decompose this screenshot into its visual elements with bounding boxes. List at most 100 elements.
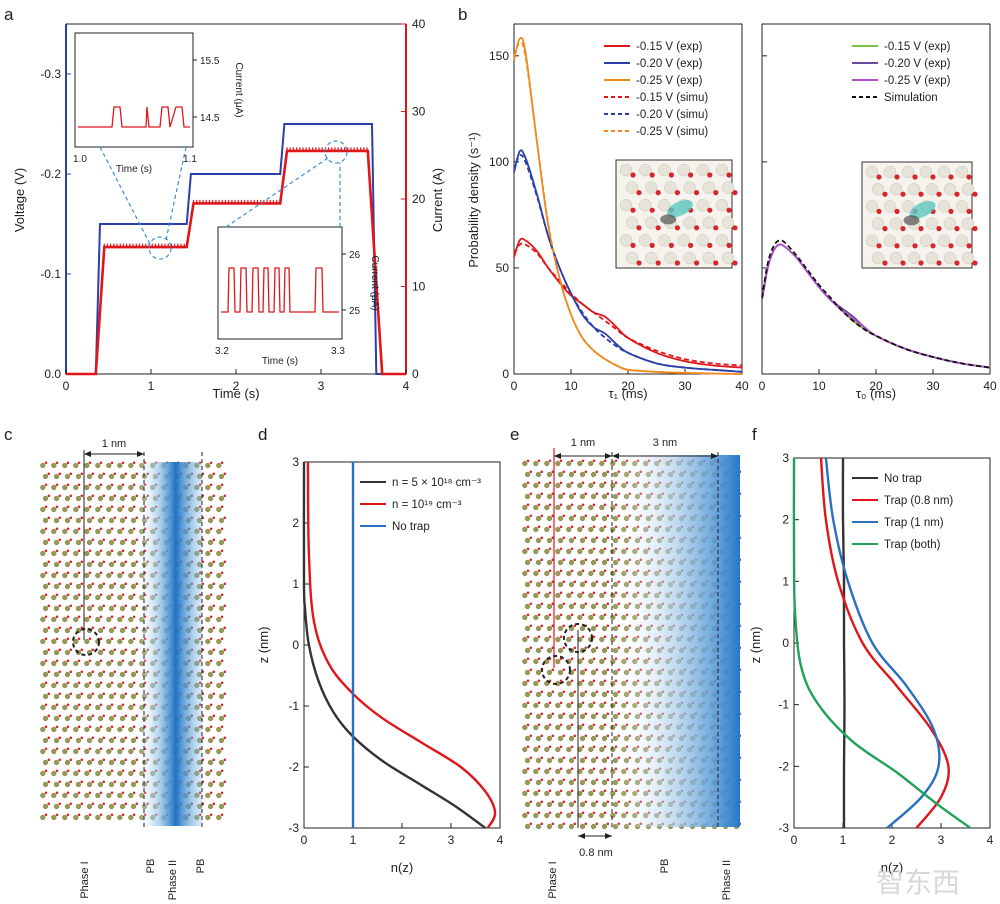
panel-e-metal-atom <box>535 603 542 610</box>
panel-e-oxygen-atom <box>551 734 555 738</box>
panel-c-metal-atom <box>86 671 93 678</box>
panel-c-metal-atom <box>108 605 115 612</box>
panel-e-metal-atom <box>533 614 539 621</box>
panel-c-metal-atom <box>75 517 82 524</box>
panel-e-oxygen-atom <box>584 514 588 518</box>
panel-c-oxygen-atom <box>121 571 125 575</box>
panel-e-oxygen-atom <box>581 547 585 551</box>
panel-c-oxygen-atom <box>77 769 81 773</box>
panel-a-left-ytick-1: -0.1 <box>40 267 61 281</box>
panel-c-oxygen-atom <box>212 604 216 608</box>
panel-c-oxygen-atom <box>99 615 103 619</box>
panel-e-metal-atom <box>533 724 539 731</box>
panel-e-metal-atom <box>535 691 542 698</box>
panel-b-inset-2-oxygen-atom <box>900 191 906 197</box>
panel-e-metal-atom <box>535 559 542 566</box>
panel-c-metal-atom <box>97 693 104 700</box>
panel-b-inset-1-oxygen-atom <box>649 207 655 213</box>
panel-c-oxygen-atom <box>77 637 81 641</box>
panel-e-oxygen-atom <box>606 624 610 628</box>
panel-c-metal-atom <box>207 583 214 590</box>
panel-c-oxygen-atom <box>223 494 227 498</box>
panel-b-inset-1-lattice-atom <box>677 234 690 247</box>
panel-c-oxygen-atom <box>69 494 73 498</box>
panel-c-oxygen-atom <box>44 637 48 641</box>
panel-b-inset-2-lattice-atom <box>955 234 969 248</box>
panel-e-oxygen-atom <box>603 701 607 705</box>
panel-e-metal-atom <box>546 515 553 522</box>
panel-c-metal-atom <box>53 671 60 678</box>
panel-c-metal-atom <box>64 561 71 568</box>
panel-c-oxygen-atom <box>47 516 51 520</box>
panel-c-metal-atom <box>53 561 60 568</box>
panel-c-oxygen-atom <box>47 802 51 806</box>
panel-c-metal-atom <box>128 660 134 667</box>
panel-c-metal-atom <box>73 528 79 535</box>
panel-c-metal-atom <box>51 462 57 469</box>
panel-c-oxygen-atom <box>124 472 128 476</box>
pd-ytick-3: 0 <box>292 638 299 652</box>
panel-e-oxygen-atom <box>529 536 533 540</box>
panel-b-inset-2-oxygen-atom <box>948 208 954 214</box>
panel-c-oxygen-atom <box>223 802 227 806</box>
panel-e-oxygen-atom <box>592 701 596 705</box>
panel-c-oxygen-atom <box>80 670 84 674</box>
panel-c-oxygen-atom <box>99 483 103 487</box>
panel-e-oxygen-atom <box>584 800 588 804</box>
panel-e-oxygen-atom <box>540 646 544 650</box>
panel-e-oxygen-atom <box>537 745 541 749</box>
panel-e-oxygen-atom <box>603 547 607 551</box>
panel-e-oxygen-atom <box>595 668 599 672</box>
panel-c-metal-atom <box>42 517 49 524</box>
inset1-ylabel: Current (μA) <box>233 62 244 117</box>
panel-c-oxygen-atom <box>77 659 81 663</box>
panel-b-inset-1-oxygen-atom <box>674 260 681 266</box>
panel-e-oxygen-atom <box>573 646 577 650</box>
panel-b-inset-2-oxygen-atom <box>918 260 924 266</box>
panel-c-metal-atom <box>108 627 115 634</box>
panel-c-metal-atom <box>128 528 134 535</box>
panel-c-metal-atom <box>218 781 225 788</box>
panel-e-oxygen-atom <box>562 624 566 628</box>
panel-b-0-legend-label-3: -0.15 V (simu) <box>636 92 708 104</box>
panel-e-metal-atom <box>590 493 597 500</box>
panel-c-metal-atom <box>130 737 137 744</box>
panel-e-oxygen-atom <box>570 723 574 727</box>
panel-c-oxygen-atom <box>223 780 227 784</box>
panel-e-metal-atom <box>544 570 550 577</box>
panel-e-oxygen-atom <box>548 547 552 551</box>
panel-c-oxygen-atom <box>99 637 103 641</box>
panel-e-metal-atom <box>566 504 572 511</box>
panel-c-metal-atom <box>117 550 123 557</box>
panel-c-metal-atom <box>62 572 68 579</box>
panel-c-metal-atom <box>97 759 104 766</box>
panel-c-oxygen-atom <box>102 692 106 696</box>
panel-c-metal-atom <box>119 649 126 656</box>
pf-series-3 <box>792 457 972 829</box>
panel-c-metal-atom <box>119 759 126 766</box>
panel-e-metal-atom <box>577 658 583 665</box>
panel-e-metal-atom <box>577 570 583 577</box>
panel-c-metal-atom <box>207 605 214 612</box>
panel-c-metal-atom <box>205 660 211 667</box>
pd-xtick-0: 0 <box>301 833 308 847</box>
panel-c-metal-atom <box>106 572 112 579</box>
panel-e-oxygen-atom <box>548 635 552 639</box>
panel-e-oxygen-atom <box>540 800 544 804</box>
panel-e-metal-atom <box>533 702 539 709</box>
panel-e-oxygen-atom <box>559 569 563 573</box>
panel-b-inset-1-defect-core <box>660 214 677 225</box>
panel-c-metal-atom <box>40 594 46 601</box>
panel-e-metal-atom <box>533 526 539 533</box>
panel-b-inset-2-oxygen-atom <box>936 191 942 197</box>
panel-c-oxygen-atom <box>220 681 224 685</box>
panel-c-oxygen-atom <box>209 791 213 795</box>
panel-b-inset-1-lattice-atom <box>625 251 639 265</box>
panel-e-oxygen-atom <box>548 789 552 793</box>
panel-b-inset-2-lattice-atom <box>943 217 957 230</box>
panel-e-metal-atom <box>544 702 550 709</box>
panel-c-oxygen-atom <box>113 780 117 784</box>
panel-c-metal-atom <box>53 803 60 810</box>
panel-c-metal-atom <box>106 660 112 667</box>
panel-c-oxygen-atom <box>113 648 117 652</box>
